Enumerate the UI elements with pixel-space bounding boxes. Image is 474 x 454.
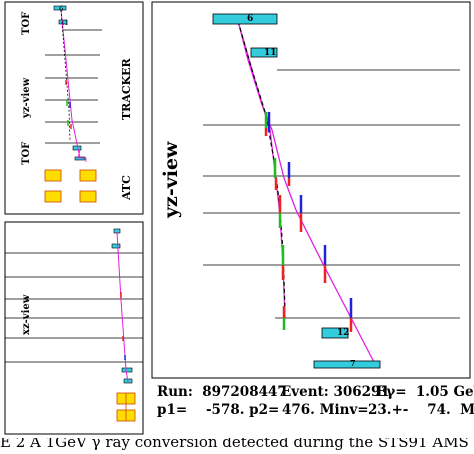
small-yz-track-tail	[77, 149, 87, 162]
small-yz-number-11: 11	[61, 20, 69, 27]
main-yz-view-label: yz-view	[160, 141, 182, 219]
small-yz-atc-cells	[44, 169, 97, 203]
small-yz-track	[60, 9, 81, 159]
figure-caption-text: E 2 A 1GeV γ ray conversion detected dur…	[0, 438, 469, 451]
small-xz-tof-box	[111, 243, 121, 249]
main-yz-panel: 6 11 12 7 yz-view	[151, 1, 471, 379]
main-yz-electron-track	[237, 20, 377, 367]
small-yz-tof-box	[53, 5, 67, 11]
main-yz-frame	[151, 1, 471, 379]
main-tof-box-11	[250, 47, 278, 58]
main-tof-box-6-number: 6	[247, 14, 253, 24]
info-minv: 23.+- 74. MeV	[368, 402, 474, 418]
label-atc: ATC	[120, 175, 133, 201]
label-tof-bottom: TOF	[21, 142, 32, 165]
main-tof-box-6	[212, 13, 278, 25]
small-yz-track-dashed	[60, 9, 71, 141]
main-yz-reconstructed-track	[237, 20, 286, 311]
label-tof-top: TOF	[21, 12, 32, 35]
small-xz-track	[116, 231, 129, 383]
small-xz-tracker-planes	[5, 252, 143, 363]
small-yz-tof-box	[72, 145, 82, 151]
info-p2: 476. Minv=	[282, 402, 369, 418]
small-xz-tof-box	[121, 367, 133, 373]
info-event: Event: 306291	[281, 384, 390, 400]
small-xz-frame	[4, 221, 144, 435]
small-yz-frame	[4, 1, 144, 215]
main-tof-box-11-number: 11	[264, 48, 277, 58]
main-yz-tracker-planes	[203, 69, 460, 319]
small-xz-panel: xz-view	[4, 221, 144, 435]
main-tof-box-7	[313, 360, 381, 369]
small-yz-panel: 6 11 TOF yz-view TRACKER TOF ATC	[4, 1, 144, 215]
main-tof-box-12-number: 12	[337, 328, 350, 338]
small-xz-atc-cells	[116, 392, 136, 422]
info-run: Run: 897208447	[157, 384, 287, 400]
small-yz-tracker-planes	[45, 29, 102, 144]
main-yz-hits	[264, 112, 353, 332]
label-tracker: TRACKER	[120, 57, 133, 120]
info-p1: p1= -578. p2=	[157, 402, 280, 418]
label-small-yz-view: yz-view	[21, 77, 32, 119]
small-xz-hits	[120, 292, 126, 360]
main-yz-positron-track	[237, 20, 286, 319]
main-tof-box-7-number: 7	[350, 358, 356, 368]
small-yz-tof-box	[58, 19, 68, 25]
small-yz-number-6: 6	[59, 5, 64, 13]
main-tof-box-12	[321, 327, 349, 339]
info-egamma: Eγ= 1.05 GeV	[376, 384, 474, 400]
figure-caption: E 2 A 1GeV γ ray conversion detected dur…	[0, 438, 474, 454]
small-yz-hits	[65, 80, 72, 129]
label-xz-view: xz-view	[21, 294, 32, 335]
